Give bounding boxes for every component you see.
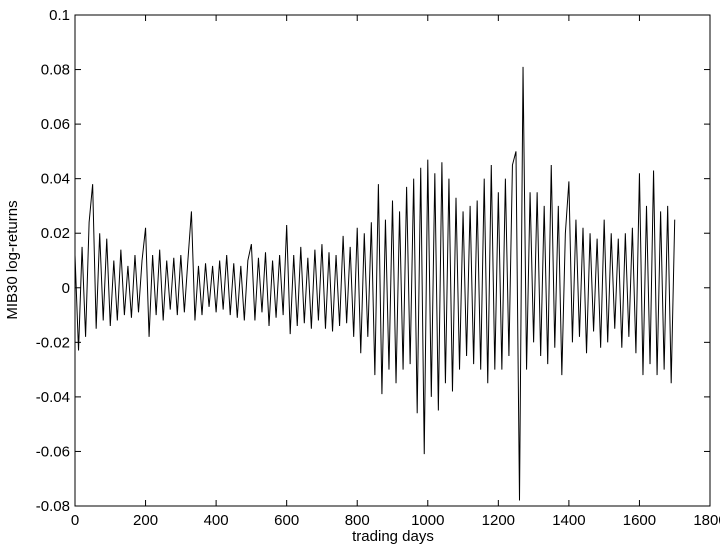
y-tick-label: 0 (62, 280, 70, 297)
y-tick-label: 0.02 (41, 225, 70, 242)
y-tick-label: 0.04 (41, 171, 70, 188)
x-tick-label: 600 (274, 512, 299, 529)
x-tick-label: 1600 (623, 512, 656, 529)
y-tick-label: 0.06 (41, 116, 70, 133)
x-axis-label: trading days (352, 528, 434, 545)
y-axis-label: MIB30 log-returns (4, 200, 21, 319)
x-tick-label: 0 (71, 512, 79, 529)
y-tick-label: -0.06 (36, 443, 70, 460)
y-tick-label: 0.1 (49, 7, 70, 24)
x-tick-label: 800 (345, 512, 370, 529)
x-tick-label: 1800 (693, 512, 720, 529)
x-tick-label: 1200 (482, 512, 515, 529)
plot-frame (74, 14, 711, 507)
y-tick-label: -0.04 (36, 389, 70, 406)
x-tick-label: 400 (204, 512, 229, 529)
x-tick-label: 1000 (411, 512, 444, 529)
y-tick-label: -0.02 (36, 334, 70, 351)
x-tick-label: 200 (133, 512, 158, 529)
y-tick-label: 0.08 (41, 62, 70, 79)
y-tick-label: -0.08 (36, 498, 70, 515)
x-tick-label: 1400 (552, 512, 585, 529)
series-line (74, 66, 676, 501)
